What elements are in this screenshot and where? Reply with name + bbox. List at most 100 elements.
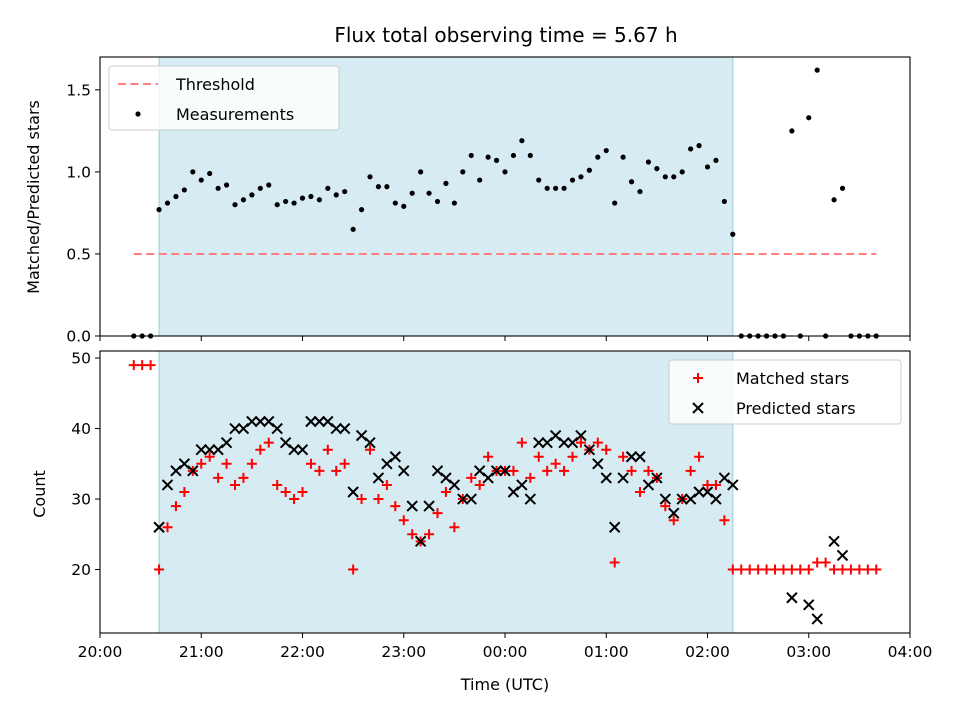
top-point-dot: [308, 193, 314, 200]
top-point-dot: [789, 128, 795, 134]
bottom-point-x: [465, 493, 477, 505]
bottom-point-x: [516, 479, 528, 491]
bottom-point-x: [423, 500, 435, 512]
bottom-point-plus: [609, 557, 620, 568]
top-point-dot: [274, 202, 280, 208]
top-point-dot: [561, 185, 567, 191]
bottom-point-plus: [373, 494, 384, 505]
top-point-dot: [696, 143, 702, 149]
bottom-point-x: [347, 486, 359, 498]
bottom-point-plus: [727, 564, 738, 575]
bottom-point-plus: [128, 360, 139, 371]
bottom-x-tick-label: 21:00: [179, 643, 224, 661]
bottom-point-plus: [213, 472, 224, 483]
bottom-point-x: [271, 422, 283, 435]
bottom-point-x: [592, 458, 604, 470]
bottom-legend-box: [668, 359, 902, 425]
top-y-tick-label: 1.0: [66, 163, 91, 181]
bottom-point-plus: [331, 465, 342, 476]
top-point-dot: [612, 200, 618, 206]
bottom-point-plus: [567, 451, 578, 462]
bottom-point-plus: [398, 515, 409, 526]
bottom-point-plus: [626, 465, 637, 476]
bottom-point-plus: [736, 564, 747, 575]
top-point-dot: [350, 226, 356, 232]
bottom-x-tick-label: 04:00: [888, 643, 933, 661]
top-point-dot: [485, 154, 491, 160]
top-point-dot: [232, 202, 238, 208]
top-point-dot: [257, 185, 263, 191]
top-point-dot: [519, 138, 525, 144]
top-point-dot: [384, 184, 390, 190]
bottom-point-plus: [289, 494, 300, 505]
bottom-point-x: [676, 493, 688, 505]
top-point-dot: [266, 182, 272, 188]
bottom-point-plus: [348, 564, 359, 575]
bottom-point-x: [499, 465, 511, 477]
bottom-point-plus: [162, 522, 173, 533]
bottom-point-plus: [196, 458, 207, 469]
top-point-dot: [249, 192, 255, 198]
top-point-dot: [392, 200, 398, 206]
top-point-dot: [628, 179, 635, 185]
bottom-point-plus: [390, 501, 401, 512]
bottom-point-plus: [778, 564, 789, 575]
bottom-x-tick-label: 23:00: [381, 643, 426, 661]
bottom-point-plus: [668, 515, 679, 526]
bottom-point-plus: [170, 501, 181, 512]
bottom-point-plus: [770, 564, 780, 575]
bottom-point-plus: [154, 564, 165, 575]
bottom-point-x: [448, 479, 461, 491]
top-point-dot: [839, 185, 846, 191]
bottom-point-x: [364, 436, 376, 449]
top-point-dot: [299, 195, 306, 201]
bottom-point-plus: [685, 465, 696, 476]
bottom-point-x: [651, 472, 663, 484]
top-point-dot: [190, 169, 196, 175]
bottom-point-plus: [339, 458, 350, 469]
bottom-point-x: [625, 451, 638, 463]
top-point-dot: [569, 177, 576, 183]
bottom-x-tick-label: 03:00: [786, 643, 831, 661]
bottom-point-plus: [803, 564, 814, 575]
bottom-point-plus: [365, 444, 375, 455]
top-point-dot: [806, 115, 812, 121]
bottom-point-plus: [474, 479, 485, 490]
bottom-point-plus: [432, 508, 443, 519]
bottom-point-x: [617, 472, 629, 484]
bottom-point-plus: [483, 451, 494, 462]
top-point-dot: [325, 185, 331, 191]
top-point-dot: [544, 185, 550, 191]
top-point-dot: [468, 152, 474, 159]
bottom-point-x: [608, 521, 621, 533]
bottom-point-x: [457, 493, 469, 505]
top-point-dot: [291, 200, 297, 206]
top-point-dot: [553, 185, 559, 191]
top-point-dot: [451, 200, 457, 206]
bottom-point-plus: [179, 487, 190, 497]
top-y-tick-label: 0.5: [66, 245, 91, 263]
bottom-point-plus: [145, 360, 156, 371]
bottom-x-tick-label: 00:00: [483, 643, 528, 661]
bottom-point-plus: [272, 479, 283, 490]
bottom-point-x: [398, 465, 410, 477]
bottom-point-x: [220, 436, 233, 449]
top-point-dot: [173, 193, 179, 200]
bottom-point-plus: [542, 465, 553, 476]
bottom-point-plus: [280, 487, 291, 497]
top-point-dot: [240, 197, 247, 203]
bottom-point-x: [246, 415, 258, 428]
bottom-point-x: [313, 415, 326, 428]
top-y-axis-label: Matched/Predicted stars: [24, 100, 43, 294]
top-point-dot: [586, 167, 592, 173]
top-point-dot: [721, 198, 727, 205]
bottom-point-plus: [837, 564, 848, 575]
bottom-x-tick-label: 22:00: [280, 643, 325, 661]
top-legend-label: Measurements: [176, 105, 294, 124]
bottom-point-plus: [238, 472, 249, 483]
top-point-dot: [536, 177, 542, 183]
bottom-point-x: [575, 429, 587, 442]
top-point-dot: [181, 187, 187, 193]
bottom-point-plus: [795, 564, 806, 575]
bottom-point-plus: [305, 458, 316, 469]
